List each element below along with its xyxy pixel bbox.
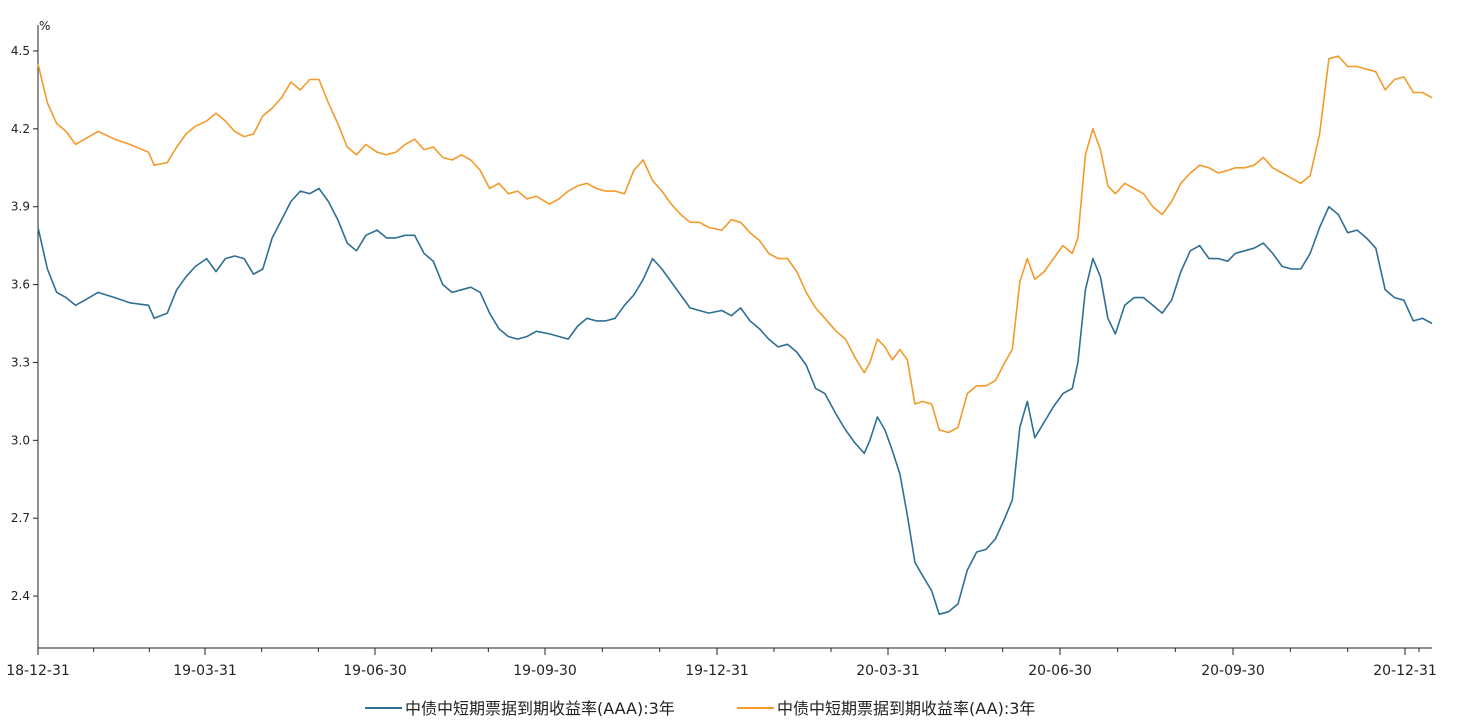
y-tick-label: 3.3 xyxy=(11,355,30,369)
x-tick-label: 19-03-31 xyxy=(173,663,237,679)
x-tick-label: 20-03-31 xyxy=(856,663,920,679)
x-axis-ticks: 18-12-31 19-03-31 19-06-30 19-09-30 19-12-31… xyxy=(6,648,1437,679)
x-tick-label: 19-09-30 xyxy=(513,663,577,679)
y-axis-unit-label: % xyxy=(39,19,50,33)
x-tick-label: 19-12-31 xyxy=(685,663,749,679)
series-lines xyxy=(37,55,1433,616)
x-tick-label: 18-12-31 xyxy=(6,663,70,679)
y-tick-label: 4.2 xyxy=(11,122,30,136)
y-tick-label: 3.6 xyxy=(11,278,30,292)
legend-label: 中债中短期票据到期收益率(AA):3年 xyxy=(777,699,1035,718)
axes xyxy=(37,25,1432,649)
y-tick-label: 2.4 xyxy=(11,589,30,603)
y-tick-label: 3.9 xyxy=(11,200,30,214)
y-tick-label: 2.7 xyxy=(11,511,30,525)
x-tick-label: 20-06-30 xyxy=(1028,663,1092,679)
series-line-1 xyxy=(37,187,1433,616)
legend: 中债中短期票据到期收益率(AAA):3年 中债中短期票据到期收益率(AA):3年 xyxy=(365,699,1035,718)
y-tick-label: 4.5 xyxy=(11,44,30,58)
series-line-2 xyxy=(37,55,1433,434)
legend-label: 中债中短期票据到期收益率(AAA):3年 xyxy=(405,699,675,718)
y-axis-ticks: 2.4 2.7 3.0 3.3 3.6 3.9 4.2 4.5 xyxy=(11,44,38,603)
y-tick-label: 3.0 xyxy=(11,433,30,447)
x-tick-label: 20-09-30 xyxy=(1201,663,1265,679)
x-tick-label: 19-06-30 xyxy=(343,663,407,679)
x-tick-label: 20-12-31 xyxy=(1373,663,1437,679)
